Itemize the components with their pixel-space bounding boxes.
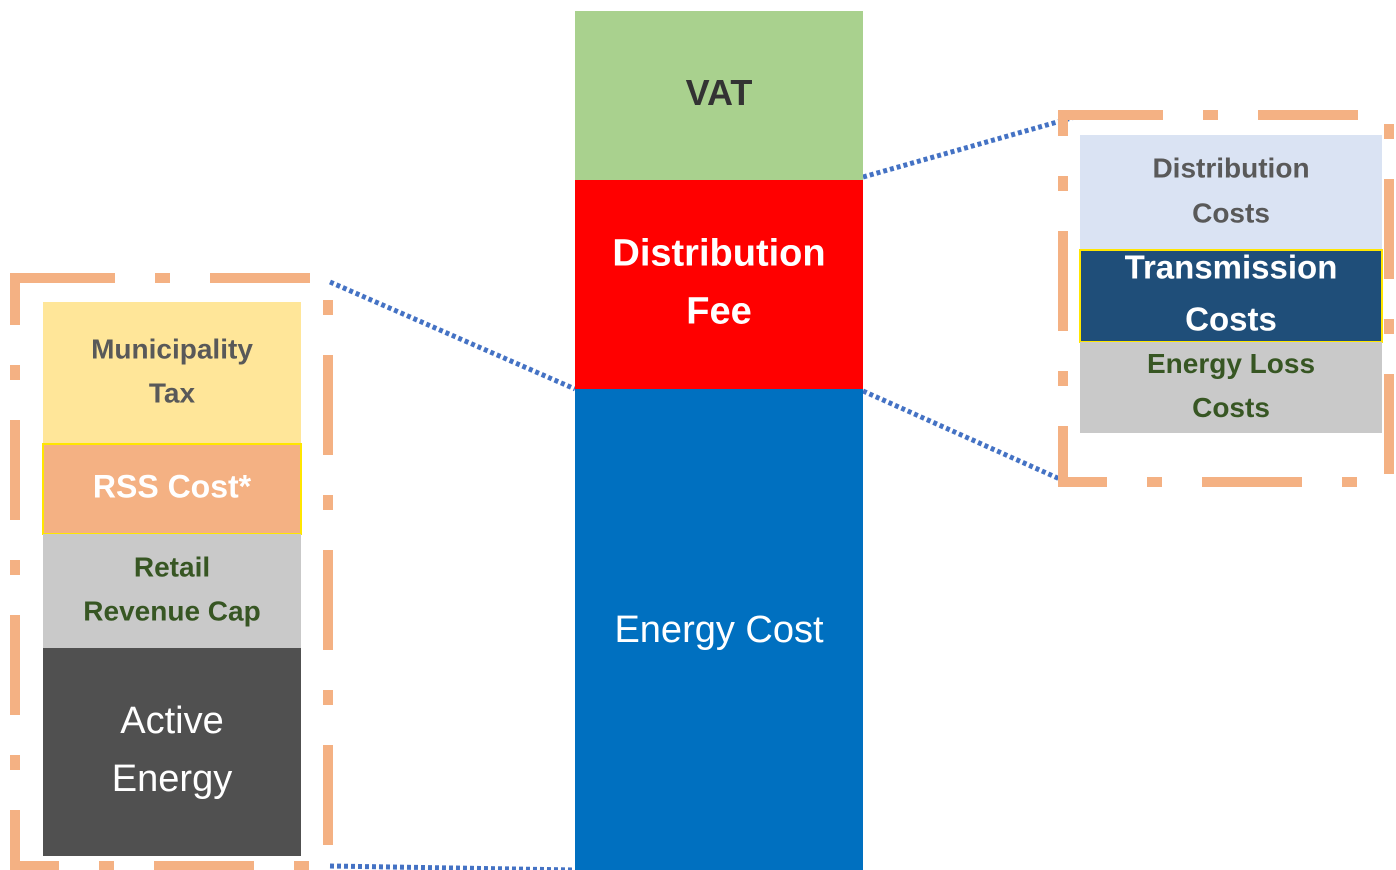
block-label: Tax [149, 377, 196, 408]
block [1080, 342, 1382, 433]
block [42, 443, 302, 535]
block-label: Costs [1192, 197, 1270, 228]
block-label: Transmission [1125, 249, 1338, 286]
connector [861, 388, 1064, 483]
block-label: Active [120, 700, 223, 742]
block-label: Distribution [612, 233, 825, 275]
left-frame [10, 273, 333, 870]
block [575, 11, 863, 180]
block-label: Municipality [91, 333, 253, 364]
block [43, 648, 301, 856]
block [575, 180, 863, 389]
block-label: Energy [112, 758, 232, 800]
block-label: Costs [1185, 301, 1277, 338]
block-label: Fee [686, 291, 751, 333]
block-label: Energy Cost [614, 609, 824, 651]
connectors [328, 112, 1083, 870]
block [43, 302, 301, 444]
block [1080, 135, 1382, 250]
block-label: VAT [686, 72, 753, 113]
block-label: Distribution [1152, 152, 1309, 183]
block [43, 534, 301, 648]
block-label: Energy Loss [1147, 348, 1315, 379]
block-label: RSS Cost* [93, 468, 252, 504]
connector [328, 279, 577, 392]
block [1079, 249, 1383, 343]
block [575, 389, 863, 870]
block-label: Retail [134, 551, 210, 582]
connector [329, 863, 576, 870]
right-frame [1058, 110, 1394, 487]
block-label: Revenue Cap [83, 595, 260, 626]
block-label: Costs [1192, 392, 1270, 423]
connector [862, 112, 1083, 180]
